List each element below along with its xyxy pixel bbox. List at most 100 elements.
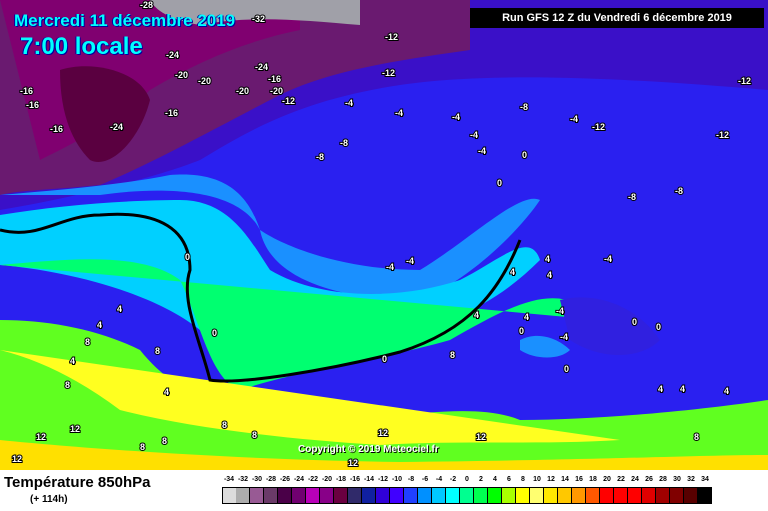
contour-label: 8	[140, 442, 145, 452]
legend-color	[236, 487, 250, 504]
contour-label: 12	[378, 428, 388, 438]
legend-swatch: 20	[600, 476, 614, 504]
legend-swatch: -30	[250, 476, 264, 504]
legend-swatch: 32	[684, 476, 698, 504]
legend-color	[642, 487, 656, 504]
contour-label: -4	[478, 146, 486, 156]
legend-swatch: 0	[460, 476, 474, 504]
legend-label: 24	[631, 476, 639, 483]
legend-swatch: -26	[278, 476, 292, 504]
legend-color	[278, 487, 292, 504]
legend-label: -16	[349, 476, 361, 483]
legend-color	[306, 487, 320, 504]
contour-label: -4	[560, 332, 568, 342]
contour-label: -12	[738, 76, 751, 86]
contour-label: 0	[382, 354, 387, 364]
map-title: Température 850hPa	[4, 474, 151, 491]
contour-label: -8	[340, 138, 348, 148]
contour-label: -4	[604, 254, 612, 264]
legend-color	[404, 487, 418, 504]
contour-label: -24	[110, 122, 123, 132]
legend-label: -12	[377, 476, 389, 483]
temperature-map: -28-32-24-20-20-24-20-16-20-12-16-16-24-…	[0, 0, 768, 470]
contour-label: 8	[162, 436, 167, 446]
legend-label: 6	[507, 476, 511, 483]
contour-label: 4	[164, 387, 169, 397]
contour-label: -16	[26, 100, 39, 110]
contour-label: 12	[70, 424, 80, 434]
legend-label: 12	[547, 476, 555, 483]
contour-label: -4	[556, 306, 564, 316]
legend-label: 22	[617, 476, 625, 483]
contour-label: 8	[65, 380, 70, 390]
contour-label: 0	[564, 364, 569, 374]
legend-swatch: 12	[544, 476, 558, 504]
contour-label: 8	[252, 430, 257, 440]
contour-label: -8	[520, 102, 528, 112]
legend-label: -18	[335, 476, 347, 483]
legend-color	[362, 487, 376, 504]
legend-swatch: 6	[502, 476, 516, 504]
contour-label: 4	[474, 310, 479, 320]
legend-swatch: -22	[306, 476, 320, 504]
legend-color	[670, 487, 684, 504]
contour-label: -20	[270, 86, 283, 96]
legend-label: -28	[265, 476, 277, 483]
contour-label: -16	[165, 108, 178, 118]
legend-label: 26	[645, 476, 653, 483]
contour-label: -20	[236, 86, 249, 96]
legend-color	[264, 487, 278, 504]
legend-color	[488, 487, 502, 504]
legend-swatch: -12	[376, 476, 390, 504]
legend-label: -10	[391, 476, 403, 483]
contour-label: -4	[452, 112, 460, 122]
contour-label: -4	[406, 256, 414, 266]
legend-color	[684, 487, 698, 504]
legend-swatch: 30	[670, 476, 684, 504]
legend-label: 8	[521, 476, 525, 483]
legend-swatch: -6	[418, 476, 432, 504]
legend-color	[698, 487, 712, 504]
contour-label: -12	[385, 32, 398, 42]
legend-label: 32	[687, 476, 695, 483]
legend-label: 28	[659, 476, 667, 483]
legend-swatch: 14	[558, 476, 572, 504]
legend-swatch: -4	[432, 476, 446, 504]
legend-label: -22	[307, 476, 319, 483]
legend-label: 4	[493, 476, 497, 483]
legend-color	[544, 487, 558, 504]
contour-label: -16	[268, 74, 281, 84]
contour-label: 4	[545, 254, 550, 264]
legend-swatch: -34	[221, 476, 237, 504]
legend-swatch: -8	[404, 476, 418, 504]
legend-color	[460, 487, 474, 504]
contour-label: -4	[570, 114, 578, 124]
legend-swatch: -28	[264, 476, 278, 504]
legend-color	[348, 487, 362, 504]
legend-color	[600, 487, 614, 504]
legend-swatch: 2	[474, 476, 488, 504]
contour-label: 4	[524, 312, 529, 322]
legend-label: 34	[701, 476, 709, 483]
contour-label: 8	[85, 337, 90, 347]
legend-color	[628, 487, 642, 504]
legend-swatch: 26	[642, 476, 656, 504]
contour-label: 12	[12, 454, 22, 464]
contour-label: -4	[345, 98, 353, 108]
contour-label: -8	[316, 152, 324, 162]
legend-color	[334, 487, 348, 504]
legend-color	[558, 487, 572, 504]
model-run-label: Run GFS 12 Z du Vendredi 6 décembre 2019	[470, 8, 764, 28]
contour-label: -4	[470, 130, 478, 140]
contour-label: 4	[680, 384, 685, 394]
legend-swatch: 28	[656, 476, 670, 504]
forecast-time: 7:00 locale	[20, 33, 143, 60]
legend-label: 2	[479, 476, 483, 483]
legend-label: 10	[533, 476, 541, 483]
legend-label: -32	[237, 476, 249, 483]
legend-swatch: -32	[236, 476, 250, 504]
legend-color	[530, 487, 544, 504]
legend-color	[572, 487, 586, 504]
legend-swatch: 24	[628, 476, 642, 504]
legend-color	[221, 487, 237, 504]
